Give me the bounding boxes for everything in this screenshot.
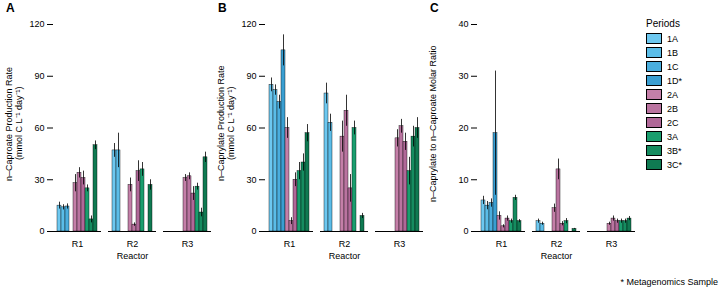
- html-text:Periods: Periods: [646, 18, 680, 29]
- html-text:3A: 3A: [667, 131, 678, 142]
- svg-text:10: 10: [458, 175, 468, 185]
- html-text:1A: 1A: [667, 33, 678, 44]
- html-text:1B: 1B: [667, 47, 678, 58]
- html-text:2A: 2A: [667, 89, 678, 100]
- svg-text:R1: R1: [72, 239, 84, 249]
- html-text:* Metagenomics Sample: * Metagenomics Sample: [620, 277, 718, 287]
- html-text:n–Caprylate Production Rate (m: n–Caprylate Production Rate (mmol C L⁻¹ …: [216, 65, 237, 182]
- html-text:n–Caproate Production Rate (mm: n–Caproate Production Rate (mmol C L⁻¹ d…: [4, 66, 25, 181]
- svg-text:Reactor: Reactor: [541, 251, 573, 261]
- svg-text:90: 90: [246, 71, 256, 81]
- html-text:C: C: [430, 1, 439, 15]
- svg-text:60: 60: [34, 123, 44, 133]
- svg-text:R2: R2: [551, 239, 563, 249]
- html-text:B: B: [218, 1, 227, 15]
- svg-text:R3: R3: [182, 239, 194, 249]
- html-text:2C: 2C: [667, 117, 679, 128]
- html-text:3B*: 3B*: [667, 145, 682, 156]
- html-text:1D*: 1D*: [667, 75, 682, 86]
- svg-text:120: 120: [241, 19, 256, 29]
- svg-text:0: 0: [463, 226, 468, 236]
- html-text:2B: 2B: [667, 103, 678, 114]
- svg-text:Reactor: Reactor: [117, 251, 149, 261]
- svg-text:30: 30: [458, 71, 468, 81]
- svg-text:R2: R2: [339, 239, 351, 249]
- svg-text:R3: R3: [606, 239, 618, 249]
- html-text:3C*: 3C*: [667, 159, 682, 170]
- html-text:n–Caprylate to n–Caproate Mola: n–Caprylate to n–Caproate Molar Ratio: [428, 45, 438, 202]
- svg-text:30: 30: [246, 175, 256, 185]
- svg-text:120: 120: [29, 19, 44, 29]
- svg-text:R2: R2: [127, 239, 139, 249]
- svg-text:0: 0: [251, 226, 256, 236]
- svg-text:90: 90: [34, 71, 44, 81]
- svg-text:60: 60: [246, 123, 256, 133]
- html-text:A: A: [6, 1, 15, 15]
- svg-text:20: 20: [458, 123, 468, 133]
- svg-text:R1: R1: [284, 239, 296, 249]
- svg-text:Reactor: Reactor: [329, 251, 361, 261]
- svg-text:R1: R1: [496, 239, 508, 249]
- svg-text:30: 30: [34, 175, 44, 185]
- svg-text:40: 40: [458, 19, 468, 29]
- svg-text:0: 0: [39, 226, 44, 236]
- svg-text:R3: R3: [394, 239, 406, 249]
- html-text:1C: 1C: [667, 61, 679, 72]
